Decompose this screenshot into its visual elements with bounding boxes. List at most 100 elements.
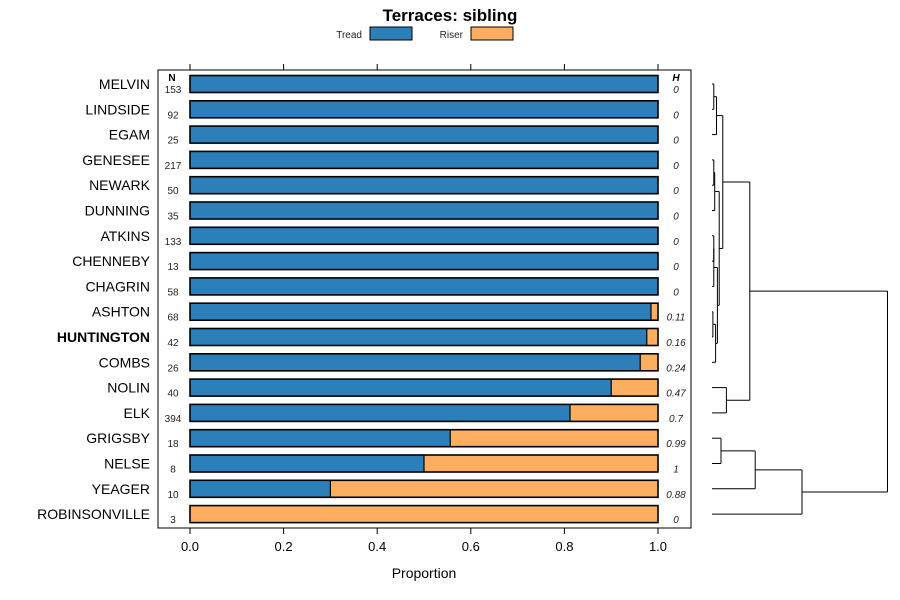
row-label-robinsonville: ROBINSONVILLE: [37, 506, 150, 522]
h-value-melvin: 0: [673, 85, 679, 96]
bar-tread-egam: [190, 126, 658, 144]
n-value-genesee: 217: [165, 161, 182, 172]
x-axis: 0.0 0.2 0.4 0.6 0.8 1.0: [181, 64, 667, 554]
bar-outline-lindside: [189, 100, 659, 119]
bar-riser-combs: [640, 353, 658, 371]
bar-outline-ashton: [189, 302, 659, 322]
bar-tread-newark: [190, 176, 658, 194]
row-label-melvin: MELVIN: [99, 76, 150, 92]
bar-riser-grigsby: [450, 429, 658, 447]
bar-tread-lindside: [190, 100, 658, 118]
bar-riser-yeager: [330, 480, 658, 498]
h-value-huntington: 0.16: [666, 338, 686, 349]
x-tick-label-2: 0.4: [368, 539, 386, 554]
chart-title: Terraces: sibling: [383, 6, 518, 25]
bar-tread-combs: [190, 353, 641, 371]
dendrogram: [712, 83, 888, 515]
n-value-chenneby: 13: [167, 262, 179, 273]
bar-tread-nelse: [190, 455, 424, 472]
n-value-melvin: 153: [165, 85, 182, 96]
bar-outline-yeager: [189, 479, 659, 499]
legend: Tread Riser: [336, 26, 514, 41]
row-label-chenneby: CHENNEBY: [72, 253, 150, 269]
bar-outline-combs: [189, 352, 659, 372]
h-value-combs: 0.24: [666, 363, 686, 374]
bar-riser-huntington: [646, 328, 658, 346]
legend-label-riser: Riser: [440, 30, 464, 41]
n-value-lindside: 92: [167, 110, 179, 121]
row-label-nolin: NOLIN: [107, 380, 150, 396]
h-header: H: [672, 73, 680, 84]
x-tick-label-5: 1.0: [649, 539, 667, 554]
bar-tread-grigsby: [190, 429, 451, 447]
row-label-ashton: ASHTON: [92, 304, 150, 320]
bar-tread-nolin: [190, 379, 612, 397]
row-label-elk: ELK: [124, 405, 151, 421]
bar-riser-nelse: [424, 455, 658, 472]
bar-outline-atkins: [189, 226, 659, 246]
h-value-dunning: 0: [673, 212, 679, 223]
h-value-elk: 0.7: [669, 414, 683, 425]
row-label-chagrin: CHAGRIN: [85, 278, 150, 294]
row-label-atkins: ATKINS: [100, 228, 150, 244]
legend-label-tread: Tread: [336, 30, 362, 41]
bar-outline-grigsby: [189, 428, 659, 448]
bar-outline-dunning: [189, 201, 659, 220]
bar-outline-elk: [189, 403, 659, 423]
h-value-newark: 0: [673, 186, 679, 197]
legend-swatch-tread: [369, 26, 413, 41]
h-value-robinsonville: 0: [673, 515, 679, 526]
bar-outline-chagrin: [189, 277, 659, 296]
x-tick-label-3: 0.6: [462, 539, 480, 554]
bars-group: [189, 74, 659, 524]
h-value-nolin: 0.47: [666, 389, 686, 400]
bar-riser-elk: [570, 404, 658, 422]
row-label-combs: COMBS: [99, 354, 150, 370]
bar-outline-nolin: [189, 378, 659, 397]
bar-tread-elk: [190, 404, 571, 422]
n-value-atkins: 133: [165, 237, 182, 248]
bar-outline-newark: [189, 175, 659, 195]
n-value-combs: 26: [167, 363, 179, 374]
row-labels: MELVIN LINDSIDE EGAM GENESEE NEWARK DUNNING AT…: [37, 76, 150, 522]
h-value-ashton: 0.11: [667, 313, 686, 324]
h-value-egam: 0: [673, 136, 679, 147]
row-label-grigsby: GRIGSBY: [86, 430, 150, 446]
bar-tread-chagrin: [190, 277, 658, 295]
bar-outline-melvin: [189, 74, 659, 94]
bar-tread-atkins: [190, 227, 658, 245]
x-tick-label-0: 0.0: [181, 539, 199, 554]
n-value-yeager: 10: [167, 490, 179, 501]
bar-tread-yeager: [190, 480, 331, 498]
h-value-genesee: 0: [673, 161, 679, 172]
row-label-yeager: YEAGER: [92, 481, 150, 497]
bar-tread-ashton: [190, 303, 651, 321]
bar-riser-robinsonville: [190, 505, 658, 523]
n-value-chagrin: 58: [167, 287, 179, 298]
bar-outline-genesee: [189, 150, 659, 170]
row-label-dunning: DUNNING: [85, 203, 150, 219]
n-labels: 153 92 25 217 50 35 133 13 58 68 42 26 40 394 18 8 10 3: [165, 85, 182, 526]
bar-riser-nolin: [611, 379, 658, 397]
h-labels: 0 0 0 0 0 0 0 0 0 0.11 0.16 0.24 0.47 0.7 0.99 1 0.88 0: [666, 85, 686, 526]
n-value-egam: 25: [167, 136, 179, 147]
n-value-nelse: 8: [170, 465, 176, 476]
h-value-chenneby: 0: [673, 262, 679, 273]
bar-tread-chenneby: [190, 252, 658, 270]
bar-tread-genesee: [190, 151, 658, 169]
n-value-newark: 50: [167, 186, 179, 197]
row-label-huntington: HUNTINGTON: [57, 329, 150, 345]
h-value-chagrin: 0: [673, 287, 679, 298]
bar-outline-chenneby: [189, 251, 659, 271]
bar-outline-egam: [189, 125, 659, 144]
n-value-ashton: 68: [167, 313, 179, 324]
h-value-grigsby: 0.99: [666, 439, 686, 450]
h-value-atkins: 0: [673, 237, 679, 248]
h-value-lindside: 0: [673, 110, 679, 121]
row-label-lindside: LINDSIDE: [85, 101, 150, 117]
n-header: N: [168, 73, 175, 84]
x-tick-label-1: 0.2: [275, 539, 293, 554]
n-value-elk: 394: [165, 414, 182, 425]
bar-tread-dunning: [190, 202, 658, 219]
